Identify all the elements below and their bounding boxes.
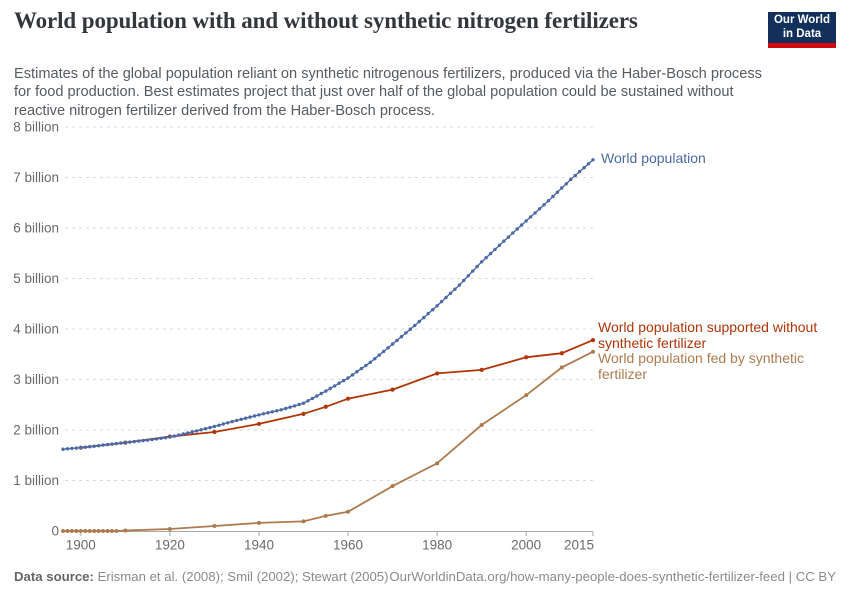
- chart-footer: Data source: Erisman et al. (2008); Smil…: [14, 569, 836, 584]
- chart-subtitle: Estimates of the global population relia…: [14, 65, 762, 119]
- svg-text:0: 0: [51, 524, 59, 539]
- svg-text:1920: 1920: [155, 538, 185, 553]
- x-axis: 1900 1920 1940 1960 1980 2000 2015: [63, 531, 594, 553]
- page-title: World population with and without synthe…: [14, 8, 638, 33]
- svg-text:4 billion: 4 billion: [13, 322, 59, 337]
- data-source: Data source: Erisman et al. (2008); Smil…: [14, 569, 389, 584]
- svg-text:1940: 1940: [244, 538, 274, 553]
- svg-text:3 billion: 3 billion: [13, 372, 59, 387]
- series-supported-without-fertilizer[interactable]: [78, 338, 596, 450]
- svg-text:7 billion: 7 billion: [13, 170, 59, 185]
- x-axis-labels: 1900 1920 1940 1960 1980 2000 2015: [66, 538, 594, 553]
- svg-text:1 billion: 1 billion: [13, 473, 59, 488]
- owid-logo-line1: Our World: [773, 13, 830, 26]
- series-label-world-population[interactable]: World population: [601, 150, 706, 166]
- svg-text:6 billion: 6 billion: [13, 221, 59, 236]
- svg-text:2 billion: 2 billion: [13, 423, 59, 438]
- data-source-value: Erisman et al. (2008); Smil (2002); Stew…: [97, 569, 389, 584]
- svg-text:1900: 1900: [66, 538, 96, 553]
- svg-text:1980: 1980: [422, 538, 452, 553]
- y-gridlines: [65, 126, 593, 481]
- series-fed-by-fertilizer[interactable]: [61, 349, 595, 533]
- series-world-population[interactable]: [61, 158, 595, 451]
- svg-text:2000: 2000: [511, 538, 541, 553]
- data-source-label: Data source:: [14, 569, 94, 584]
- svg-text:1960: 1960: [333, 538, 363, 553]
- series-label-fed-by-fertilizer[interactable]: World population fed by synthetic fertil…: [598, 350, 804, 382]
- attribution-link[interactable]: OurWorldinData.org/how-many-people-does-…: [389, 569, 836, 584]
- svg-text:5 billion: 5 billion: [13, 271, 59, 286]
- owid-logo-line2: in Data: [782, 27, 822, 40]
- svg-text:8 billion: 8 billion: [13, 120, 59, 135]
- svg-text:2015: 2015: [564, 538, 594, 553]
- y-axis-labels: 0 1 billion 2 billion 3 billion 4 billion 5 b…: [13, 120, 59, 539]
- owid-logo[interactable]: Our World in Data: [768, 12, 836, 48]
- series-label-supported-without-fertilizer[interactable]: World population supported without synth…: [598, 319, 818, 351]
